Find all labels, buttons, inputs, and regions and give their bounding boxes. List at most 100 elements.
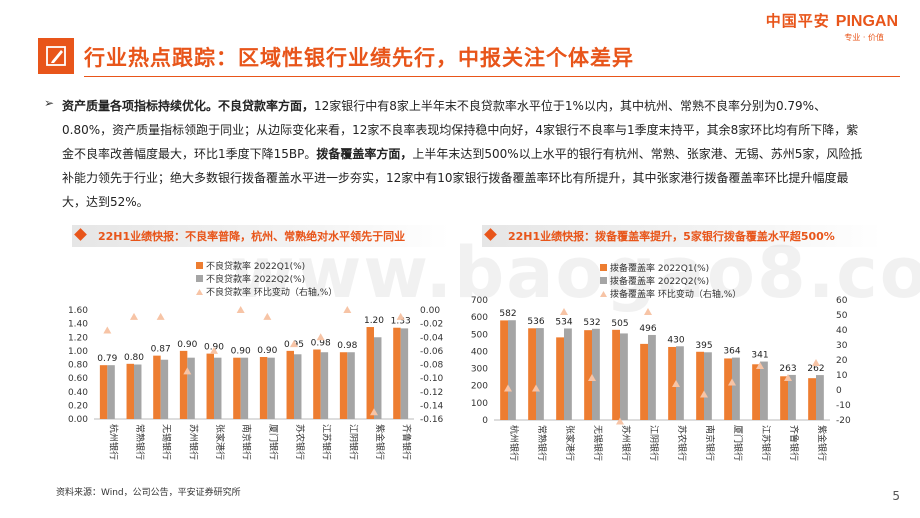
bullet-icon: ➢ — [44, 96, 55, 110]
chart-banner-left-text: 22H1业绩快报：不良率普降，杭州、常熟绝对水平领先于同业 — [98, 230, 406, 243]
legend-swatch — [600, 277, 607, 284]
change-marker — [812, 359, 820, 366]
legend-label: 拨备覆盖率 2022Q1(%) — [610, 262, 709, 274]
y2-tick-label: -0.08 — [420, 361, 444, 371]
legend-label: 不良贷款率 环比变动（右轴,%） — [206, 286, 337, 298]
data-label: 0.87 — [151, 345, 171, 355]
paragraph-bold-2: 拨备覆盖率方面， — [316, 147, 413, 161]
bar-q2 — [760, 361, 768, 420]
bar-q2 — [508, 320, 516, 420]
legend-swatch — [600, 264, 607, 271]
data-label: 0.98 — [337, 341, 357, 351]
data-label: 536 — [527, 317, 544, 327]
bar-q1 — [696, 351, 704, 420]
y2-tick-label: 50 — [836, 311, 848, 321]
bar-q1 — [556, 337, 564, 420]
y-tick-label: 0.20 — [68, 401, 88, 411]
x-tick-label: 张家港行 — [214, 424, 226, 460]
change-marker — [370, 408, 378, 416]
y2-tick-label: 60 — [836, 296, 848, 306]
legend-label: 不良贷款率 2022Q1(%) — [206, 260, 305, 272]
bar-q1 — [668, 346, 676, 420]
change-marker — [784, 374, 792, 381]
legend-swatch — [196, 262, 203, 269]
bar-q2 — [374, 337, 382, 419]
y2-tick-label: 30 — [836, 341, 848, 351]
bar-q2 — [134, 364, 142, 419]
chart-banner-right: 22H1业绩快报：拨备覆盖率提升，5家银行拨备覆盖水平超500% — [482, 225, 882, 247]
source-note: 资料来源：Wind，公司公告，平安证券研究所 — [56, 488, 241, 498]
change-marker — [396, 312, 405, 320]
x-tick-label: 江阴银行 — [648, 425, 660, 461]
data-label: 532 — [583, 318, 600, 328]
bar-q1 — [752, 364, 760, 420]
bar-q2 — [107, 365, 115, 419]
bar-q2 — [732, 357, 740, 420]
change-marker — [756, 362, 764, 369]
bar-q1 — [808, 378, 816, 420]
provision-coverage-chart: 拨备覆盖率 2022Q1(%)拨备覆盖率 2022Q2(%)拨备覆盖率 环比变动… — [471, 262, 851, 461]
x-tick-label: 常熟银行 — [536, 425, 548, 461]
change-marker — [588, 374, 596, 381]
diamond-icon — [484, 228, 497, 241]
y2-tick-label: 10 — [836, 371, 848, 381]
legend-swatch — [196, 289, 203, 295]
bar-q1 — [393, 327, 401, 419]
data-label: 430 — [667, 335, 684, 345]
logo-slogan: 专业 · 价值 — [844, 33, 884, 42]
bar-q1 — [259, 357, 268, 419]
change-marker — [130, 312, 138, 320]
change-marker — [616, 417, 624, 425]
y-tick-label: 200 — [471, 382, 488, 392]
bar-q2 — [267, 357, 275, 419]
x-tick-label: 苏农银行 — [676, 425, 688, 461]
x-tick-label: 无锡银行 — [592, 425, 604, 461]
legend-swatch — [196, 275, 203, 282]
x-tick-label: 无锡银行 — [161, 424, 173, 460]
y2-tick-label: -20 — [836, 416, 851, 426]
y2-tick-label: 20 — [836, 356, 848, 366]
y-tick-label: 700 — [471, 296, 488, 306]
bar-q1 — [179, 350, 188, 419]
bar-q2 — [240, 357, 249, 419]
x-tick-label: 南京银行 — [241, 424, 253, 460]
y2-tick-label: -0.06 — [420, 347, 444, 357]
bar-q2 — [214, 357, 222, 419]
x-tick-label: 厦门银行 — [267, 424, 279, 460]
chart-banner-left: 22H1业绩快报：不良率普降，杭州、常熟绝对水平领先于同业 — [72, 225, 450, 247]
x-tick-label: 厦门银行 — [732, 425, 744, 461]
bar-q1 — [126, 363, 134, 419]
bar-q2 — [536, 328, 544, 420]
legend-swatch — [600, 291, 607, 297]
bar-q1 — [612, 329, 620, 420]
chart-banner-right-text: 22H1业绩快报：拨备覆盖率提升，5家银行拨备覆盖水平超500% — [508, 230, 835, 243]
bar-q1 — [528, 328, 536, 420]
x-tick-label: 南京银行 — [704, 425, 716, 461]
bar-q2 — [400, 328, 409, 419]
data-label: 395 — [695, 341, 712, 351]
bar-q1 — [286, 350, 294, 419]
x-tick-label: 齐鲁银行 — [401, 424, 413, 460]
y-tick-label: 400 — [471, 347, 488, 357]
paragraph-text-2: 上半年末达到500%以上水平的银行有杭州、常熟、张家港、无锡、苏州5家，风险抵补… — [62, 147, 863, 209]
data-label: 534 — [555, 317, 572, 327]
bar-q2 — [676, 346, 684, 420]
change-marker — [644, 308, 652, 315]
change-marker — [343, 306, 352, 313]
bar-q2 — [347, 352, 355, 419]
npl-ratio-chart: 不良贷款率 2022Q1(%)不良贷款率 2022Q2(%)不良贷款率 环比变动… — [68, 260, 444, 460]
legend-label: 不良贷款率 2022Q2(%) — [206, 273, 305, 285]
x-tick-label: 杭州银行 — [508, 425, 520, 461]
y2-tick-label: 0 — [836, 386, 842, 396]
data-label: 505 — [611, 319, 628, 329]
x-tick-label: 紫金银行 — [374, 424, 386, 460]
y-tick-label: 0 — [482, 416, 488, 426]
pencil-icon — [38, 38, 74, 74]
x-tick-label: 杭州银行 — [107, 424, 119, 460]
y2-tick-label: -0.10 — [420, 374, 444, 384]
data-label: 0.90 — [231, 347, 251, 357]
bar-q2 — [788, 374, 796, 420]
paragraph-text-1: 12家银行中有8家上半年末不良贷款率水平位于1%以内，其中杭州、常熟不良率分别为… — [62, 99, 859, 161]
data-label: 262 — [807, 364, 824, 374]
y-tick-label: 0.60 — [68, 374, 88, 384]
